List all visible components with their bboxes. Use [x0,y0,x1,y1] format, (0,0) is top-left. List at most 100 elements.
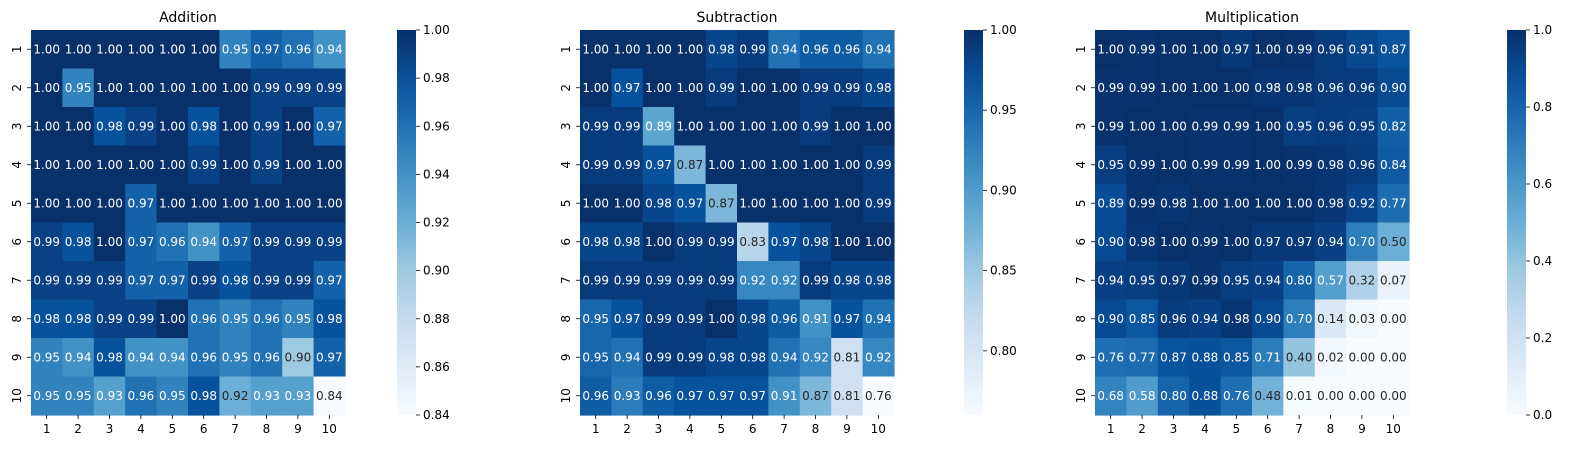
cell-value-label: 0.93 [614,389,641,403]
cell-value-label: 0.94 [190,235,217,249]
colorbar-tick-label: 0.88 [423,312,450,326]
heatmap-cell [1126,299,1159,339]
heatmap-panel-3: Multiplication 1.00 0.99 1.00 1.00 0.97 1.00 0.… [1074,10,1552,436]
heatmap-cell [799,107,832,147]
x-tick-label: 2 [623,422,631,436]
heatmap-cell [93,145,126,185]
cell-value-label: 1.00 [190,196,217,210]
heatmap-cell [219,184,252,224]
heatmap-cell [1189,107,1222,147]
cell-value-label: 1.00 [834,158,861,172]
y-tick-label: 9 [559,353,573,361]
heatmap-cell [188,107,220,147]
cell-value-label: 0.99 [739,42,766,56]
cell-value-label: 0.95 [1223,273,1250,287]
heatmap-cell [768,338,801,378]
cell-value-label: 0.71 [1254,350,1281,364]
heatmap-cell [1314,261,1347,301]
cell-value-label: 0.96 [645,389,672,403]
heatmap-cell [580,107,612,147]
cell-value-label: 0.97 [834,312,861,326]
cell-value-label: 0.02 [1317,350,1344,364]
cell-value-label: 1.00 [834,119,861,133]
heatmap-cell [1252,222,1284,262]
cell-value-label: 0.99 [316,235,343,249]
cell-value-label: 0.50 [1380,235,1407,249]
heatmap-cell [1095,338,1127,378]
cell-value-label: 0.92 [1349,196,1376,210]
cell-value-label: 0.99 [1192,235,1219,249]
heatmap-cell [862,376,895,416]
heatmap-cell [611,222,644,262]
cell-value-label: 1.00 [316,158,343,172]
cell-value-label: 0.95 [285,312,312,326]
cell-value-label: 1.00 [708,158,735,172]
y-tick-label: 9 [1074,353,1088,361]
heatmap-cell [580,222,612,262]
cell-value-label: 0.98 [614,235,641,249]
heatmap-cell [156,184,189,224]
cell-value-label: 0.97 [1160,273,1187,287]
cell-value-label: 0.99 [1097,119,1124,133]
heatmap-cell [31,338,63,378]
cell-value-label: 1.00 [1254,158,1281,172]
heatmap-cell [313,299,346,339]
cell-value-label: 0.81 [834,389,861,403]
heatmap-cell [862,107,895,147]
cell-value-label: 0.90 [1097,312,1124,326]
cell-value-label: 0.94 [65,350,92,364]
cell-value-label: 1.00 [677,81,704,95]
cell-value-label: 0.87 [1160,350,1187,364]
colorbar-tick-label: 0.92 [423,216,450,230]
heatmap-cell [1126,376,1159,416]
heatmap-cell [219,222,252,262]
cell-value-label: 0.99 [65,273,92,287]
heatmap-cell [125,261,158,301]
heatmap-cell [219,30,252,70]
cell-value-label: 1.00 [1160,235,1187,249]
colorbar-tick-label: 0.8 [1533,100,1552,114]
heatmap-cell [1346,184,1379,224]
heatmap-cell [737,299,769,339]
cell-value-label: 0.87 [1380,42,1407,56]
cell-value-label: 1.00 [1192,42,1219,56]
cell-value-label: 1.00 [1160,158,1187,172]
cell-value-label: 0.99 [33,273,60,287]
x-tick-label: 5 [717,422,725,436]
cell-value-label: 0.99 [834,81,861,95]
cell-value-label: 0.99 [285,235,312,249]
cell-value-label: 1.00 [802,158,829,172]
cell-value-label: 1.00 [1254,119,1281,133]
cell-value-label: 0.95 [1286,119,1313,133]
cell-value-label: 0.58 [1129,389,1156,403]
heatmap-cell [1252,107,1284,147]
heatmap-cell [611,68,644,108]
cell-value-label: 0.87 [708,196,735,210]
heatmap-cell [250,376,283,416]
cell-value-label: 0.99 [614,119,641,133]
heatmap-cell [1377,338,1410,378]
heatmap-cell [313,376,346,416]
heatmap-cell [611,376,644,416]
x-tick-label: 10 [322,422,337,436]
heatmap-cell [250,107,283,147]
heatmap-cell [62,184,95,224]
heatmap-cell [282,222,315,262]
heatmap-cell [1314,68,1347,108]
cell-value-label: 0.98 [33,312,60,326]
heatmap-cell [156,68,189,108]
cell-value-label: 0.98 [708,42,735,56]
heatmap-cell [831,145,864,185]
cell-value-label: 0.90 [1380,81,1407,95]
cell-value-label: 0.99 [285,273,312,287]
heatmap-cell [642,30,675,70]
heatmap-cell [1126,107,1159,147]
heatmap-cell [1189,68,1222,108]
heatmap-cell [156,299,189,339]
heatmap-cell [737,338,769,378]
heatmap-cell [31,299,63,339]
cell-value-label: 0.87 [677,158,704,172]
heatmap-cell [282,107,315,147]
cell-value-label: 0.89 [1097,196,1124,210]
